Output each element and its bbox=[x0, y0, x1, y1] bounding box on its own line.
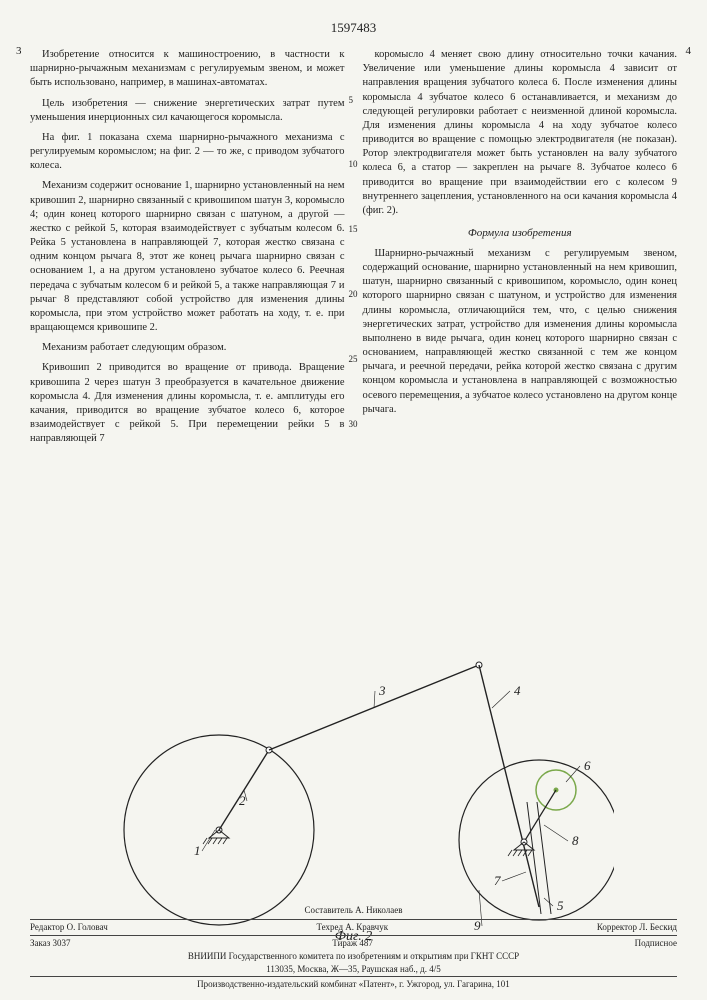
order-no: Заказ 3037 bbox=[30, 938, 71, 950]
para: коромысло 4 меняет свою длину относитель… bbox=[363, 48, 678, 218]
document-number: 1597483 bbox=[30, 20, 677, 36]
para: Механизм содержит основание 1, шарнирно … bbox=[30, 179, 345, 335]
tech-editor: Техред А. Кравчук bbox=[317, 922, 389, 934]
svg-text:7: 7 bbox=[494, 873, 501, 888]
editor: Редактор О. Головач bbox=[30, 922, 108, 934]
para: Кривошип 2 приводится во вращение от при… bbox=[30, 361, 345, 446]
para: Механизм работает следующим образом. bbox=[30, 341, 345, 355]
compiler: Составитель А. Николаев bbox=[30, 905, 677, 917]
line-mark: 15 bbox=[349, 223, 358, 235]
mechanism-diagram: 123456789 bbox=[94, 640, 614, 940]
left-column: 3 Изобретение относится к машиностроению… bbox=[30, 48, 345, 488]
para: Цель изобретения — снижение энергетическ… bbox=[30, 97, 345, 125]
right-column: 4 5 10 15 20 25 30 коромысло 4 меняет св… bbox=[363, 48, 678, 488]
formula-title: Формула изобретения bbox=[363, 226, 678, 241]
corrector: Корректор Л. Бескид bbox=[597, 922, 677, 934]
org-line: ВНИИПИ Государственного комитета по изоб… bbox=[30, 951, 677, 963]
line-mark: 10 bbox=[349, 158, 358, 170]
imprint-footer: Составитель А. Николаев Редактор О. Голо… bbox=[30, 905, 677, 992]
para: Шарнирно-рычажный механизм с регулируемы… bbox=[363, 247, 678, 417]
line-mark: 20 bbox=[349, 288, 358, 300]
svg-text:1: 1 bbox=[194, 843, 201, 858]
org2-line: Производственно-издательский комбинат «П… bbox=[30, 976, 677, 991]
page-col-num-left: 3 bbox=[16, 44, 22, 59]
para: Изобретение относится к машиностроению, … bbox=[30, 48, 345, 91]
text-columns: 3 Изобретение относится к машиностроению… bbox=[30, 48, 677, 488]
tirazh: Тираж 487 bbox=[332, 938, 373, 950]
patent-page: 1597483 3 Изобретение относится к машино… bbox=[0, 0, 707, 1000]
line-mark: 30 bbox=[349, 418, 358, 430]
line-mark: 25 bbox=[349, 353, 358, 365]
para: На фиг. 1 показана схема шарнирно-рычажн… bbox=[30, 131, 345, 174]
svg-text:8: 8 bbox=[572, 833, 579, 848]
page-col-num-right: 4 bbox=[686, 44, 692, 59]
svg-text:6: 6 bbox=[584, 758, 591, 773]
svg-text:2: 2 bbox=[239, 793, 246, 808]
line-mark: 5 bbox=[349, 94, 354, 106]
subscription: Подписное bbox=[635, 938, 677, 950]
svg-text:3: 3 bbox=[378, 683, 386, 698]
addr-line: 113035, Москва, Ж—35, Раушская наб., д. … bbox=[30, 964, 677, 976]
figure-2: 123456789 bbox=[94, 640, 614, 940]
svg-text:4: 4 bbox=[514, 683, 521, 698]
